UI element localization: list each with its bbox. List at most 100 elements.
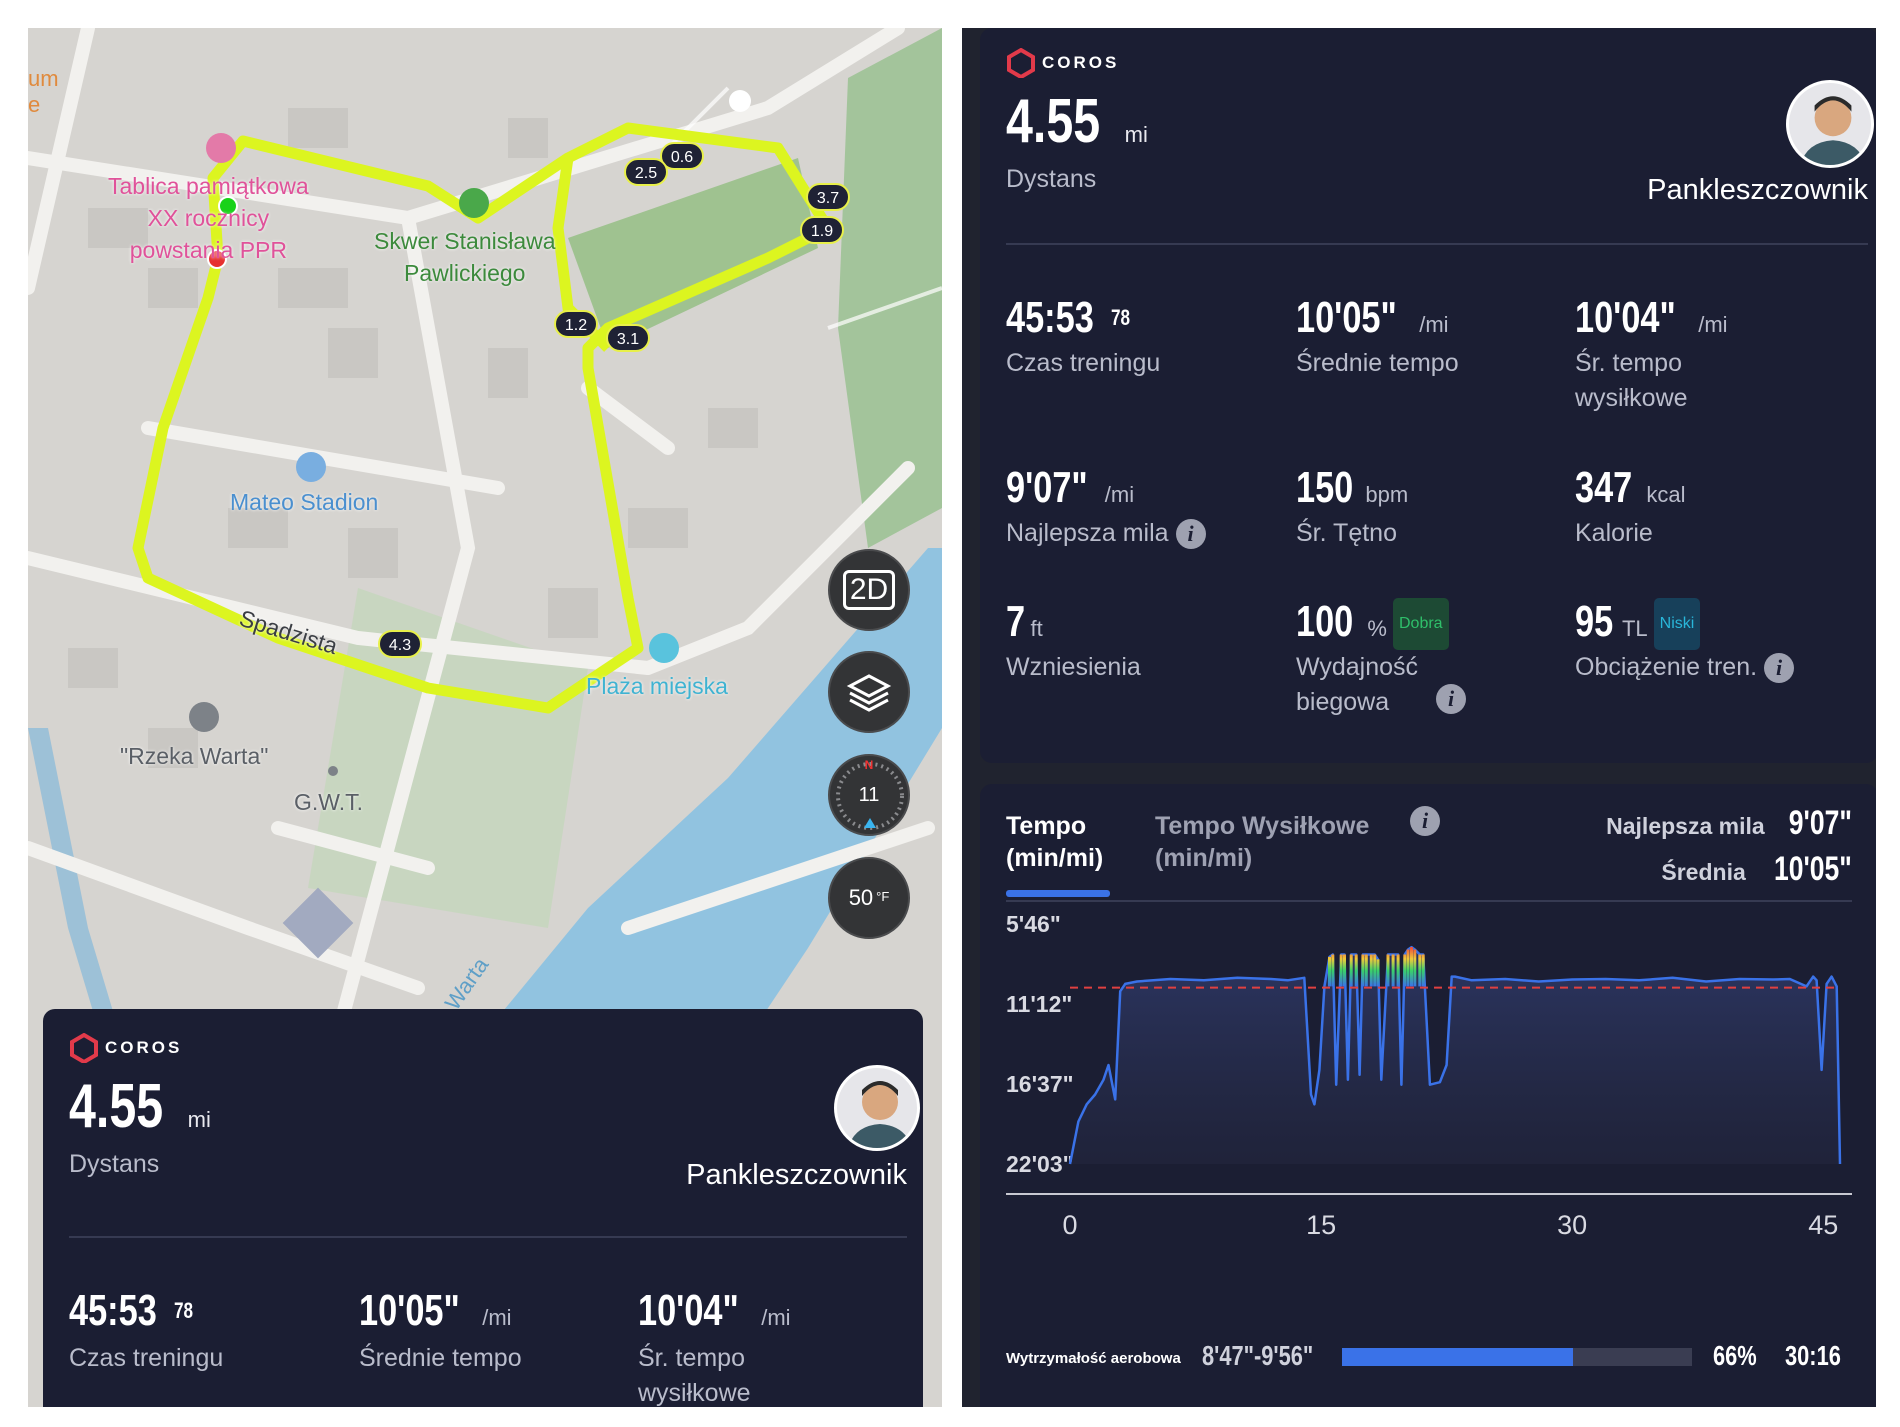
avatar[interactable]	[1786, 80, 1874, 168]
training-load-badge: Niski	[1653, 598, 1701, 651]
x-tick-label: 0	[1062, 1210, 1077, 1240]
pace-chart-card: Tempo (min/mi) Tempo Wysiłkowe (min/mi) …	[980, 784, 1876, 1407]
divider	[1006, 243, 1868, 245]
monument-icon	[206, 133, 236, 163]
layers-icon	[846, 674, 892, 712]
activity-summary-card[interactable]: COROS 4.55 mi Dystans Pankleszczownik 45:…	[43, 1009, 923, 1407]
km-marker: 3.7	[806, 183, 850, 211]
x-tick-label: 45	[1808, 1210, 1838, 1240]
activity-summary-card-full[interactable]: COROS 4.55 mi Dystans Pankleszczownik 45:…	[980, 28, 1876, 763]
compass-icon	[836, 762, 904, 830]
stat-unit-avg-pace: /mi	[1419, 312, 1449, 337]
poi-label-river-info[interactable]: "Rzeka Warta"	[120, 743, 269, 769]
stat-unit-avg-pace: /mi	[482, 1305, 512, 1330]
zone-label: Wytrzymałość aerobowa	[1006, 1350, 1181, 1367]
y-tick-label: 16'37"	[1006, 1071, 1074, 1097]
temperature-value: 50	[848, 885, 874, 910]
divider	[69, 1236, 907, 1238]
distance-unit: mi	[1124, 122, 1148, 147]
stat-label-training-load: Obciążenie tren.	[1575, 653, 1758, 681]
stat-value-running-efficiency: 100	[1296, 597, 1354, 646]
location-dot	[729, 90, 751, 112]
chart-header-divider	[1006, 900, 1852, 902]
view-2d-button[interactable]: 2D	[828, 549, 910, 631]
stat-unit-elevation: ft	[1030, 616, 1043, 641]
best-mile-label: Najlepsza mila	[1606, 813, 1765, 839]
stat-unit-effort-pace: /mi	[1698, 312, 1728, 337]
tab-effort-pace[interactable]: Tempo Wysiłkowe (min/mi)	[1155, 812, 1370, 872]
compass-button[interactable]: N 11	[828, 754, 910, 836]
weather-button[interactable]: 50 °F	[828, 857, 910, 939]
stat-value-training-load: 95	[1575, 597, 1614, 646]
brand-name: COROS	[1042, 53, 1120, 72]
stat-unit-training-load: TL	[1621, 616, 1648, 641]
stat-value-avg-pace: 10'05"	[1296, 293, 1397, 342]
stat-value-avg-pace: 10'05"	[359, 1286, 460, 1335]
stat-unit-running-efficiency: %	[1367, 616, 1387, 641]
info-icon[interactable]: i	[1175, 519, 1206, 550]
zone-range: 8'47"-9'56"	[1202, 1340, 1314, 1371]
stat-value-elevation: 7	[1006, 597, 1026, 646]
stat-label-avg-pace: Średnie tempo	[1296, 349, 1459, 377]
stat-label-best-mile: Najlepsza mila	[1006, 519, 1169, 547]
pace-line	[1068, 945, 1842, 1165]
info-icon[interactable]: i	[1436, 684, 1466, 714]
distance-unit: mi	[187, 1107, 211, 1132]
km-marker: 3.1	[606, 324, 650, 352]
compass-north: N	[864, 758, 874, 772]
temperature-unit: °F	[876, 888, 890, 904]
zone-progress-fill	[1342, 1348, 1573, 1366]
poi-label-beach[interactable]: Plaża miejska	[586, 673, 728, 699]
average-summary: Średnia 10'05"	[1661, 850, 1852, 889]
y-tick-label: 22'03"	[1006, 1151, 1074, 1177]
zone-progress-track	[1342, 1348, 1692, 1366]
stat-value-effort-pace: 10'04"	[1575, 293, 1676, 342]
tab-pace[interactable]: Tempo (min/mi)	[1006, 812, 1104, 872]
poi-label-park[interactable]: Skwer Stanisława Pawlickiego	[374, 228, 556, 286]
best-mile-summary: Najlepsza mila 9'07"	[1606, 804, 1852, 843]
x-tick-label: 30	[1557, 1210, 1587, 1240]
km-marker: 1.9	[800, 216, 844, 244]
efficiency-badge: Dobra	[1392, 598, 1449, 651]
x-tick-label: 15	[1306, 1210, 1336, 1240]
username: Pankleszczownik	[686, 1159, 907, 1191]
poi-label-stadium[interactable]: Mateo Stadion	[230, 489, 379, 515]
stat-value-heart-rate: 150	[1296, 463, 1354, 512]
coros-logo-icon	[70, 1033, 98, 1063]
end-marker	[207, 249, 227, 269]
stat-value-effort-pace: 10'04"	[638, 1286, 739, 1335]
stat-label-best-mile-row: Najlepsza mila i	[1006, 516, 1206, 551]
distance-value: 4.55	[69, 1072, 164, 1141]
avatar[interactable]	[834, 1065, 920, 1151]
stat-label-elevation: Wzniesienia	[1006, 653, 1141, 681]
distance-value: 4.55	[1006, 87, 1101, 156]
map-panel[interactable]: um e Tablica pamiątkowa XX rocznicy pows…	[28, 28, 942, 1407]
average-label: Średnia	[1661, 859, 1746, 885]
km-marker: 0.6	[660, 142, 704, 170]
stat-value-duration: 45:53	[69, 1286, 157, 1335]
km-marker: 4.3	[378, 630, 422, 658]
fast-interval-peaks	[1328, 947, 1425, 987]
km-marker: 1.2	[554, 310, 598, 338]
stat-label-training-load-row: Obciążenie tren. i	[1575, 650, 1794, 685]
stadium-icon	[296, 452, 326, 482]
average-value: 10'05"	[1774, 850, 1852, 888]
stat-value-best-mile: 9'07"	[1006, 463, 1088, 512]
stat-sup-duration: 78	[173, 1298, 193, 1323]
layers-button[interactable]	[828, 651, 910, 733]
distance-label: Dystans	[1006, 165, 1097, 193]
route-line	[132, 122, 834, 714]
stat-label-duration: Czas treningu	[69, 1344, 224, 1372]
pace-chart[interactable]: 5'46" 11'12" 16'37" 22'03" 0 15 30 45	[980, 904, 1876, 1274]
brand-name: COROS	[105, 1038, 183, 1057]
stat-label-running-efficiency: Wydajność biegowa	[1296, 653, 1419, 716]
stat-label-heart-rate: Śr. Tętno	[1296, 519, 1397, 547]
poi-label-gwt[interactable]: G.W.T.	[294, 789, 363, 815]
info-icon[interactable]: i	[1410, 806, 1440, 836]
y-tick-label: 11'12"	[1006, 991, 1072, 1017]
info-icon[interactable]: i	[1764, 653, 1794, 684]
park-icon	[459, 188, 489, 218]
poi-label-monument[interactable]: Tablica pamiątkowa XX rocznicy powstania…	[108, 173, 309, 263]
stat-label-effort-pace: Śr. tempo wysiłkowe	[1575, 349, 1688, 412]
stat-unit-heart-rate: bpm	[1365, 482, 1409, 507]
